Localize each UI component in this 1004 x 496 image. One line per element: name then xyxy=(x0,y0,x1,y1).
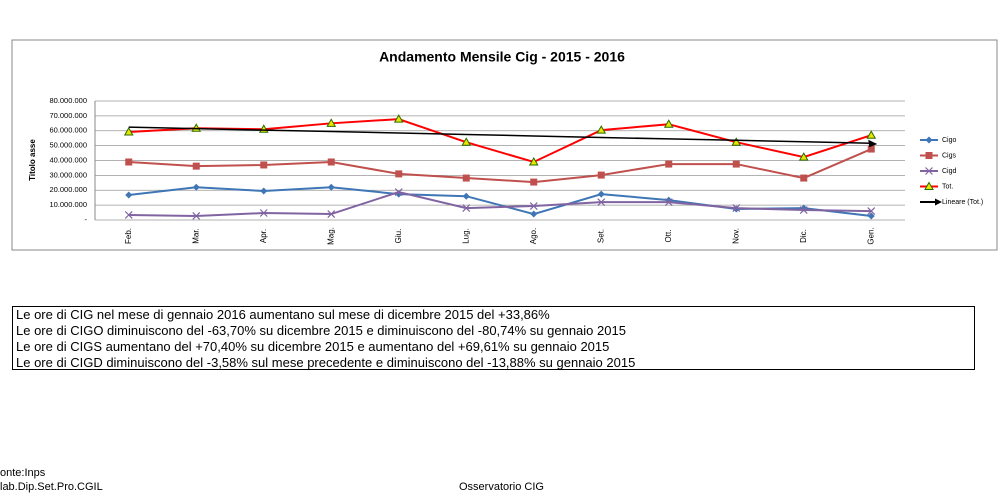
marker xyxy=(597,190,605,198)
x-tick-label: Giu. xyxy=(394,229,403,244)
marker xyxy=(664,198,673,207)
marker xyxy=(924,181,934,190)
x-tick-label: Nov. xyxy=(731,228,740,244)
marker xyxy=(191,123,202,132)
x-tick-label: Mar. xyxy=(191,228,200,244)
x-tick-label: Lug. xyxy=(461,228,470,244)
marker xyxy=(327,210,336,218)
marker xyxy=(530,178,538,186)
y-tick-label: - xyxy=(85,215,88,224)
note-line: Le ore di CIGO diminuiscono del -63,70% … xyxy=(16,323,626,338)
footer-center: Osservatorio CIG xyxy=(459,481,544,493)
marker xyxy=(259,209,268,217)
marker xyxy=(394,188,403,196)
marker xyxy=(327,183,335,191)
series-line xyxy=(128,190,872,217)
chart: Andamento Mensile Cig - 2015 - 2016 Tito… xyxy=(11,39,998,251)
y-tick-label: 50.000.000 xyxy=(49,141,87,150)
note-line: Le ore di CIGD diminuiscono del -3,58% s… xyxy=(16,355,636,370)
marker xyxy=(393,114,404,123)
x-tick-label: Apr. xyxy=(259,229,268,243)
marker xyxy=(732,204,741,213)
marker xyxy=(192,162,200,170)
trend-arrow xyxy=(868,139,878,148)
marker xyxy=(925,152,933,159)
marker xyxy=(530,210,538,218)
x-tick-label: Feb. xyxy=(124,228,133,244)
marker xyxy=(596,125,607,134)
legend-label: Tot. xyxy=(942,183,953,190)
series-line xyxy=(128,148,872,184)
note-line: Le ore di CIGS aumentano del +70,40% su … xyxy=(16,339,610,354)
x-tick-label: Dic. xyxy=(799,229,808,243)
y-tick-label: 10.000.000 xyxy=(49,200,87,209)
legend-label: Cigo xyxy=(942,137,957,144)
note-line: Le ore di CIG nel mese di gennaio 2016 a… xyxy=(16,307,550,322)
marker xyxy=(867,145,875,153)
marker xyxy=(529,202,538,210)
marker xyxy=(731,137,742,146)
marker xyxy=(866,130,877,139)
chart-frame xyxy=(11,39,998,251)
marker xyxy=(260,161,268,169)
x-tick-label: Ott. xyxy=(664,230,673,243)
marker xyxy=(663,119,674,128)
y-tick-label: 60.000.000 xyxy=(49,126,87,135)
x-tick-label: Set. xyxy=(596,229,605,243)
legend-label: Cigd xyxy=(942,168,957,175)
marker xyxy=(462,192,470,200)
marker xyxy=(528,156,539,166)
marker xyxy=(800,174,808,182)
legend-label: Lineare (Tot.) xyxy=(942,199,983,206)
marker xyxy=(867,207,876,215)
marker xyxy=(597,198,606,207)
y-tick-label: 20.000.000 xyxy=(49,185,87,194)
y-tick-label: 40.000.000 xyxy=(49,155,87,164)
marker xyxy=(867,212,875,220)
marker xyxy=(925,167,933,175)
marker xyxy=(597,171,605,179)
marker xyxy=(124,211,133,219)
legend-label: Cigs xyxy=(942,152,957,159)
marker xyxy=(461,137,472,146)
marker xyxy=(125,158,133,166)
marker xyxy=(798,152,809,161)
footer-elab: lab.Dip.Set.Pro.CGIL xyxy=(0,481,103,493)
chart-title: Andamento Mensile Cig - 2015 - 2016 xyxy=(379,49,625,65)
marker xyxy=(192,183,200,191)
marker xyxy=(326,118,337,127)
footer-source: onte:Inps xyxy=(0,467,46,479)
marker xyxy=(665,160,673,168)
marker xyxy=(260,187,268,195)
marker xyxy=(125,191,133,199)
legend-arrow xyxy=(935,198,942,206)
x-tick-label: Mag. xyxy=(326,227,335,245)
marker xyxy=(462,204,471,213)
marker xyxy=(799,206,808,214)
y-tick-label: 30.000.000 xyxy=(49,170,87,179)
x-tick-label: Gen. xyxy=(866,227,875,244)
y-tick-label: 70.000.000 xyxy=(49,111,87,120)
notes-box: Le ore di CIG nel mese di gennaio 2016 a… xyxy=(12,306,975,370)
marker xyxy=(395,170,403,178)
marker xyxy=(925,136,933,144)
trend-line xyxy=(128,126,872,144)
marker xyxy=(327,158,335,166)
series-line xyxy=(128,118,872,164)
x-tick-label: Ago. xyxy=(529,228,538,244)
marker xyxy=(192,212,201,220)
y-tick-label: 80.000.000 xyxy=(49,96,87,105)
marker xyxy=(732,160,740,168)
y-axis-label: Titolo asse xyxy=(28,139,37,181)
marker xyxy=(123,126,134,136)
marker xyxy=(462,174,470,182)
